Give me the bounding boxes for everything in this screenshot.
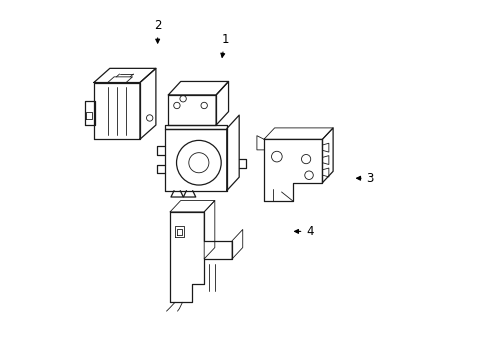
Text: 4: 4	[294, 225, 313, 238]
Text: 2: 2	[154, 19, 161, 43]
Text: 3: 3	[356, 172, 373, 185]
Text: 1: 1	[221, 33, 228, 57]
